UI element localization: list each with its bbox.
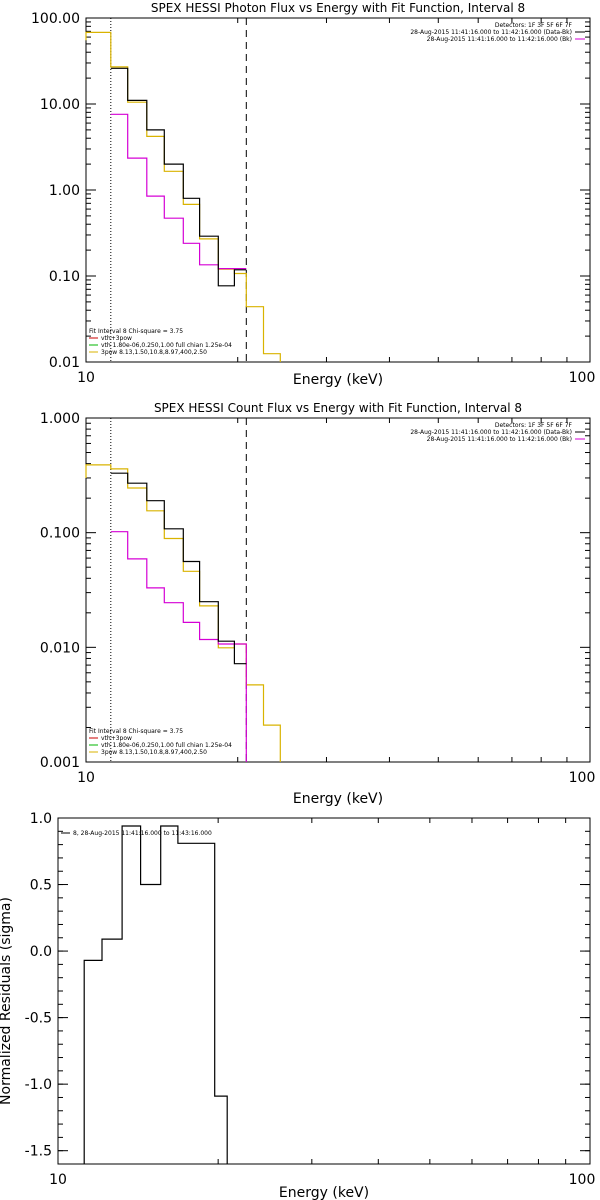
y-tick-label: -0.5 bbox=[25, 1011, 52, 1027]
legend-entry: 8, 28-Aug-2015 11:41:16.000 to 11:43:16.… bbox=[73, 830, 212, 837]
header-line: Detectors: 1F 3F 5F 6F 7F bbox=[495, 422, 573, 429]
y-tick-label: 0.0 bbox=[30, 944, 52, 960]
y-tick-label: 10.00 bbox=[40, 97, 80, 113]
x-axis-label: Energy (keV) bbox=[279, 1185, 369, 1200]
y-tick-label: -1.0 bbox=[25, 1077, 52, 1093]
x-tick-label: 100 bbox=[569, 770, 596, 786]
y-tick-label: 0.010 bbox=[40, 640, 80, 656]
chart-panel-3: 10 100 Energy (keV) -1.5 -1.0 -0.5 0.0 0.5 1.0 No… bbox=[0, 811, 595, 1200]
x-tick-label: 10 bbox=[49, 1172, 67, 1188]
header-line: Detectors: 1F 3F 5F 6F 7F bbox=[495, 22, 573, 29]
x-tick-label: 100 bbox=[569, 1172, 596, 1188]
plot-frame bbox=[57, 817, 591, 1165]
legend-entry: vth 1.80e-06,0.250,1.00 full chian 1.25e… bbox=[101, 742, 232, 749]
chart-title: SPEX HESSI Photon Flux vs Energy with Fi… bbox=[151, 1, 525, 15]
y-tick-label: 1.000 bbox=[40, 411, 80, 427]
plot-frame bbox=[85, 417, 591, 763]
x-axis-label: Energy (keV) bbox=[293, 791, 383, 807]
header-line: 28-Aug-2015 11:41:16.000 to 11:42:16.000… bbox=[410, 429, 572, 436]
x-axis-label: Energy (keV) bbox=[293, 372, 383, 388]
header-line: 28-Aug-2015 11:41:16.000 to 11:42:16.000… bbox=[427, 36, 572, 43]
legend-entry: 3pow 8.13,1.50,10.8,8.97,400,2.50 bbox=[101, 749, 207, 756]
series-data-bk bbox=[110, 472, 247, 665]
chart-panel-1: SPEX HESSI Photon Flux vs Energy with Fi… bbox=[31, 1, 595, 388]
legend-entry: vth+3pow bbox=[101, 735, 132, 742]
series-data-bk bbox=[110, 67, 247, 287]
y-tick-label: 0.10 bbox=[49, 269, 80, 285]
chart-panel-2: SPEX HESSI Count Flux vs Energy with Fit… bbox=[40, 401, 595, 807]
series-3pow bbox=[85, 31, 281, 362]
header-line: 28-Aug-2015 11:41:16.000 to 11:42:16.000… bbox=[410, 29, 572, 36]
y-tick-label: 1.0 bbox=[30, 811, 52, 827]
y-tick-label: -1.5 bbox=[25, 1144, 52, 1160]
y-tick-label: 1.00 bbox=[49, 183, 80, 199]
x-tick-label: 100 bbox=[569, 370, 596, 386]
legend-entry: vth+3pow bbox=[101, 335, 132, 342]
header-line: 28-Aug-2015 11:41:16.000 to 11:42:16.000… bbox=[427, 436, 572, 443]
y-tick-label: 0.01 bbox=[49, 355, 80, 371]
legend-entry: Fit Interval 8 Chi-square = 3.75 bbox=[89, 328, 183, 335]
series-residuals bbox=[83, 825, 228, 1164]
plot-frame bbox=[85, 17, 591, 363]
legend-entry: Fit Interval 8 Chi-square = 3.75 bbox=[89, 728, 183, 735]
y-tick-label: 0.001 bbox=[40, 755, 80, 771]
y-tick-label: 0.100 bbox=[40, 526, 80, 542]
series-3pow bbox=[85, 464, 281, 762]
y-tick-label: 0.5 bbox=[30, 878, 52, 894]
chart-title: SPEX HESSI Count Flux vs Energy with Fit… bbox=[154, 401, 522, 415]
x-tick-label: 10 bbox=[77, 370, 95, 386]
series-bk bbox=[110, 113, 247, 270]
y-axis-label: Normalized Residuals (sigma) bbox=[0, 897, 14, 1105]
series-bk bbox=[110, 531, 247, 762]
legend-entry: vth 1.80e-06,0.250,1.00 full chian 1.25e… bbox=[101, 342, 232, 349]
y-tick-label: 100.00 bbox=[31, 11, 80, 27]
x-tick-label: 10 bbox=[77, 770, 95, 786]
legend-entry: 3pow 8.13,1.50,10.8,8.97,400,2.50 bbox=[101, 349, 207, 356]
